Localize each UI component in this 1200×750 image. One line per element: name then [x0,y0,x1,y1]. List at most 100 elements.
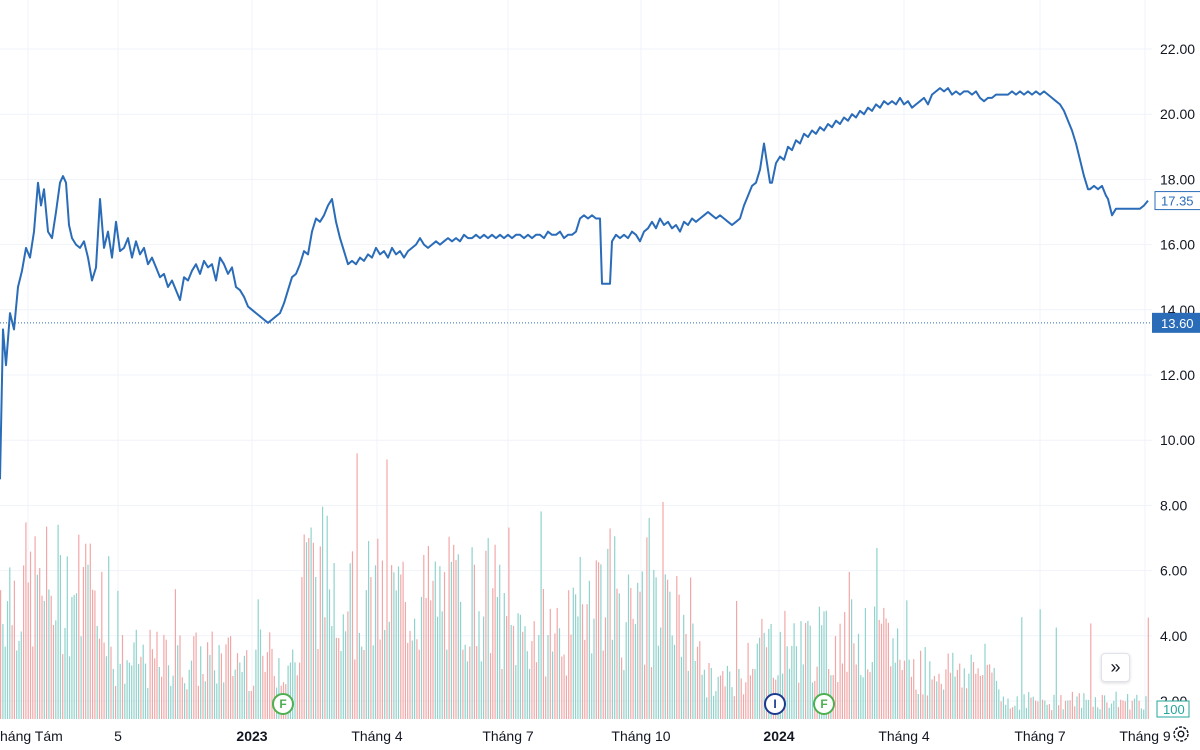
volume-bar [715,691,717,719]
volume-bar [115,686,117,719]
volume-bar [1127,694,1129,719]
volume-bar [1046,704,1048,719]
volume-bar [680,656,682,719]
volume-bar [407,642,409,719]
volume-bar [223,682,225,719]
volume-bar [1018,709,1021,719]
volume-bar [308,538,310,719]
volume-bar [692,623,694,719]
volume-bar [384,630,386,719]
volume-bar [604,617,607,719]
volume-bar [73,594,75,719]
volume-bar [908,659,910,719]
volume-bar [738,669,740,719]
volume-bar [609,528,611,719]
volume-bar [142,644,144,719]
volume-bar [558,628,561,719]
volume-bar [177,645,179,719]
volume-bar [586,604,588,719]
volume-bar [501,669,503,719]
volume-bar [853,643,855,719]
volume-bar [450,561,452,719]
volume-bar [420,596,423,719]
volume-bar [556,607,558,719]
volume-bar [462,649,464,719]
x-tick-label: Tháng 7 [1014,728,1066,744]
volume-bar [473,564,475,719]
x-tick-label: 2024 [763,728,794,744]
settings-gear-icon[interactable] [1170,723,1192,745]
volume-bar [986,664,988,719]
volume-bar [181,677,183,719]
volume-bar [1104,695,1106,719]
volume-bar [1012,707,1014,719]
volume-bar [305,542,308,719]
volume-bar [259,629,262,719]
volume-bar [1030,697,1032,719]
volume-bar [841,663,843,719]
volume-bar [510,625,512,719]
volume-bar [802,664,804,719]
volume-bar [0,590,2,719]
volume-bar [1014,705,1016,719]
y-tick-label: 22.00 [1160,41,1195,57]
volume-bar [837,682,839,719]
volume-bar [565,675,567,719]
reference-price-tag [1152,312,1200,333]
volume-bar [552,651,554,719]
x-tick-label: Tháng 9 [1119,728,1171,744]
volume-bar [1117,707,1119,719]
volume-bar [147,687,149,719]
volume-bar [575,594,577,719]
volume-bar [1090,623,1092,719]
volume-bar [807,620,809,719]
volume-bar [361,646,363,719]
volume-bar [4,646,6,719]
x-tick-label: Tháng 10 [611,728,670,744]
volume-bar [561,656,563,719]
volume-bar [961,687,963,719]
volume-bar [924,647,926,719]
volume-bar [703,669,705,719]
volume-bar [356,453,358,719]
volume-bar [43,600,45,719]
volume-bar [108,556,110,719]
volume-bar [110,646,112,719]
volume-bar [1041,699,1044,719]
volume-bar [225,644,227,719]
volume-bar [524,626,526,719]
volume-bar [397,566,400,719]
volume-bar [50,595,52,719]
volume-bar [508,527,510,719]
x-tick-label: Tháng 7 [482,728,534,744]
volume-bar [1136,694,1138,719]
volume-bar [623,670,625,719]
volume-bar [363,650,365,719]
volume-bar [627,574,630,719]
volume-bar [1108,707,1110,719]
volume-bar [706,697,708,719]
volume-bar [998,689,1000,719]
volume-bar [391,565,393,719]
volume-bar [683,614,685,719]
volume-bar [1113,700,1115,719]
volume-bar [1115,691,1117,719]
volume-bar [66,556,68,719]
volume-bar [89,543,91,719]
volume-bar [871,662,873,719]
volume-bar [1009,708,1011,719]
volume-bar [926,695,929,719]
volume-bar [867,669,869,719]
x-tick-label: 5 [114,728,122,744]
volume-bar [135,629,137,719]
volume-bar [62,654,64,719]
y-tick-label: 16.00 [1160,237,1195,253]
scroll-to-realtime-button[interactable]: » [1101,653,1130,682]
volume-bar [726,665,728,719]
volume-bar [512,625,515,719]
event-marker-label: F [279,697,286,711]
volume-bar [763,632,765,719]
volume-bar [894,662,896,719]
volume-bar [818,606,820,719]
